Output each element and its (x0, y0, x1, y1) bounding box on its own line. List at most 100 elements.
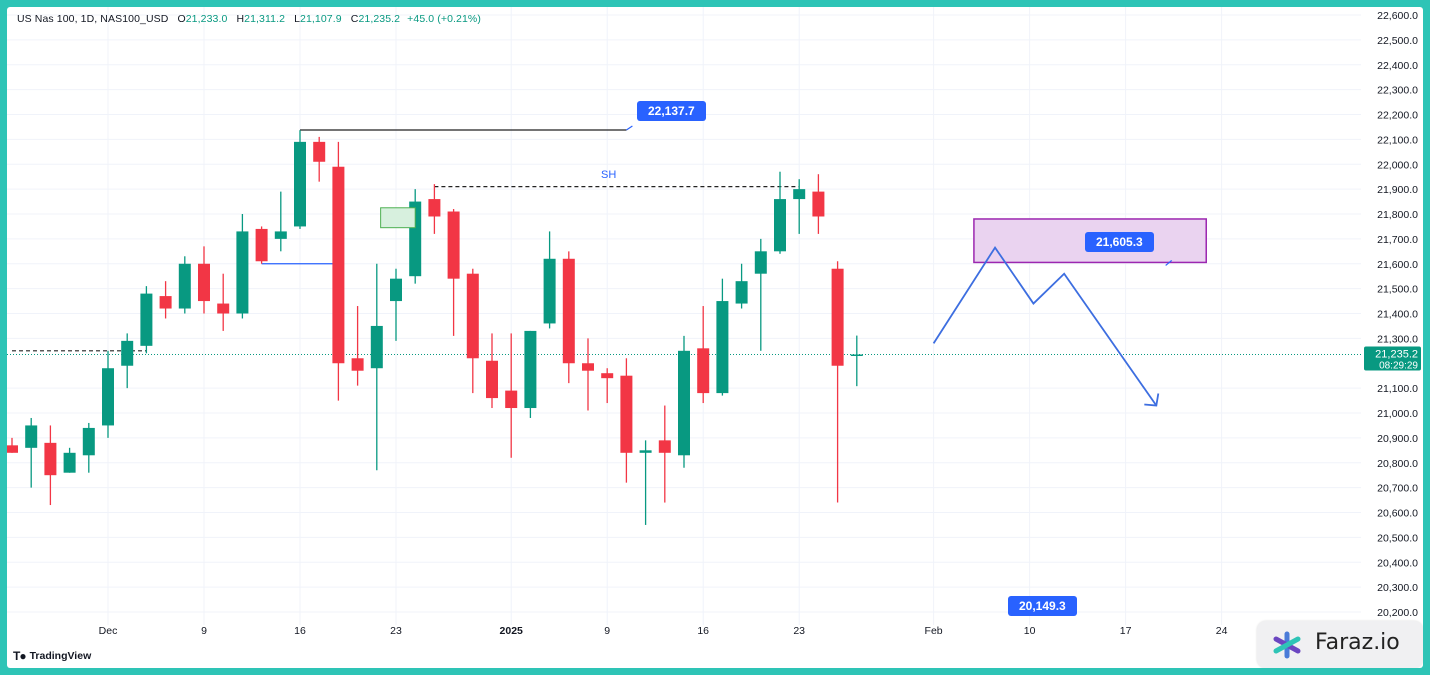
candle-body (562, 258, 575, 364)
x-tick-label: 9 (201, 625, 207, 637)
candle-body (102, 368, 114, 426)
faraz-text: Faraz.io (1315, 630, 1400, 655)
candle-body (428, 199, 441, 217)
high-label: H (236, 13, 245, 25)
candle-body (524, 330, 537, 409)
candle-body (447, 211, 460, 279)
candle-body (236, 231, 249, 314)
candle-body (774, 199, 786, 252)
y-tick-label: 22,300.0 (1377, 85, 1418, 97)
candle-body (178, 263, 191, 309)
candle-body (294, 141, 306, 227)
close-value: 21,235.2 (358, 13, 401, 25)
candle-body (351, 358, 364, 371)
y-tick-label: 21,500.0 (1377, 284, 1418, 296)
candle-body (313, 141, 326, 162)
current-price-badge (1364, 346, 1421, 371)
candle-body (735, 281, 748, 304)
y-tick-label: 20,900.0 (1377, 433, 1418, 445)
y-tick-label: 21,600.0 (1377, 259, 1418, 271)
y-tick-label: 22,600.0 (1377, 10, 1418, 22)
y-tick-label: 21,800.0 (1377, 209, 1418, 221)
candle-body (678, 350, 690, 456)
countdown-timer: 08:29:29 (1379, 360, 1418, 371)
y-tick-label: 21,700.0 (1377, 234, 1418, 246)
low-label: L (294, 13, 301, 25)
candle-body (601, 373, 614, 379)
faraz-star-icon (1273, 631, 1301, 659)
candle-body (831, 268, 844, 366)
change-value: +45.0 (+0.21%) (407, 13, 481, 25)
candle-body (370, 325, 383, 369)
y-tick-label: 22,400.0 (1377, 60, 1418, 72)
zone-price-tag[interactable]: 21,605.3 (1085, 232, 1154, 252)
candle-body (754, 251, 767, 274)
swing-high-label: SH (601, 169, 617, 181)
candle-body (543, 258, 556, 324)
candle-body (44, 442, 57, 476)
x-tick-label: Dec (99, 625, 118, 637)
candle-body (140, 293, 153, 346)
candle-body (25, 425, 38, 448)
x-tick-label: 24 (1216, 625, 1228, 637)
current-price-value: 21,235.2 (1375, 348, 1418, 360)
x-tick-label: 10 (1024, 625, 1036, 637)
tradingview-mark-icon: T● (13, 649, 27, 663)
candle-body (620, 375, 633, 453)
low-price-tag[interactable]: 20,149.3 (1008, 596, 1077, 616)
candle-body (82, 427, 95, 456)
x-tick-label: 9 (604, 625, 610, 637)
candle-body (332, 166, 345, 364)
y-tick-label: 20,700.0 (1377, 483, 1418, 495)
candle-body (63, 452, 76, 473)
close-label: C (350, 13, 359, 25)
x-tick-label: 23 (793, 625, 805, 637)
candle-body (7, 445, 18, 453)
candle-body (505, 390, 518, 409)
y-tick-label: 21,900.0 (1377, 184, 1418, 196)
candle-body (274, 231, 287, 239)
x-tick-label: Feb (925, 625, 943, 637)
y-tick-label: 20,600.0 (1377, 508, 1418, 520)
y-tick-label: 20,200.0 (1377, 607, 1418, 619)
symbol-name: US Nas 100, 1D, NAS100_USD (17, 13, 169, 25)
tradingview-logo[interactable]: T● TradingView (13, 649, 91, 663)
candle-body (390, 278, 402, 302)
y-tick-label: 20,500.0 (1377, 532, 1418, 544)
tradingview-text: TradingView (29, 650, 92, 662)
y-tick-label: 22,200.0 (1377, 110, 1418, 122)
y-tick-label: 20,400.0 (1377, 557, 1418, 569)
y-tick-label: 20,800.0 (1377, 458, 1418, 470)
demand-box (380, 207, 416, 229)
candle-body (159, 296, 172, 309)
low-value: 21,107.9 (300, 13, 342, 25)
projection-arrow-head (1144, 393, 1160, 407)
candle-body (466, 273, 479, 359)
open-label: O (177, 13, 186, 25)
x-tick-label: 16 (294, 625, 306, 637)
candle-body (716, 301, 729, 394)
y-tick-label: 22,000.0 (1377, 159, 1418, 171)
high-price-tag[interactable]: 22,137.7 (637, 101, 706, 121)
x-tick-label: 2025 (500, 625, 524, 637)
zone-tag-connector (1165, 259, 1173, 266)
y-tick-label: 22,100.0 (1377, 134, 1418, 146)
y-tick-label: 22,500.0 (1377, 35, 1418, 47)
candle-body (850, 354, 863, 356)
candle-body (658, 440, 671, 453)
high-tag-connector (626, 125, 633, 131)
candle-body (255, 228, 268, 262)
faraz-watermark: Faraz.io (1257, 621, 1423, 668)
projection-path (932, 245, 1158, 407)
x-tick-label: 17 (1120, 625, 1132, 637)
symbol-legend: US Nas 100, 1D, NAS100_USD O21,233.0 H21… (17, 13, 481, 25)
candlestick-chart[interactable]: 20,200.0 20,300.0 20,400.0 20,500.0 20,600.0… (7, 7, 1423, 668)
candle-body (582, 363, 594, 371)
candle-body (793, 189, 806, 200)
candle-body (486, 360, 498, 399)
candle-body (697, 348, 710, 394)
y-tick-label: 21,400.0 (1377, 309, 1418, 321)
candle-body (217, 303, 230, 314)
candle-body (198, 263, 210, 302)
x-tick-label: 23 (390, 625, 402, 637)
